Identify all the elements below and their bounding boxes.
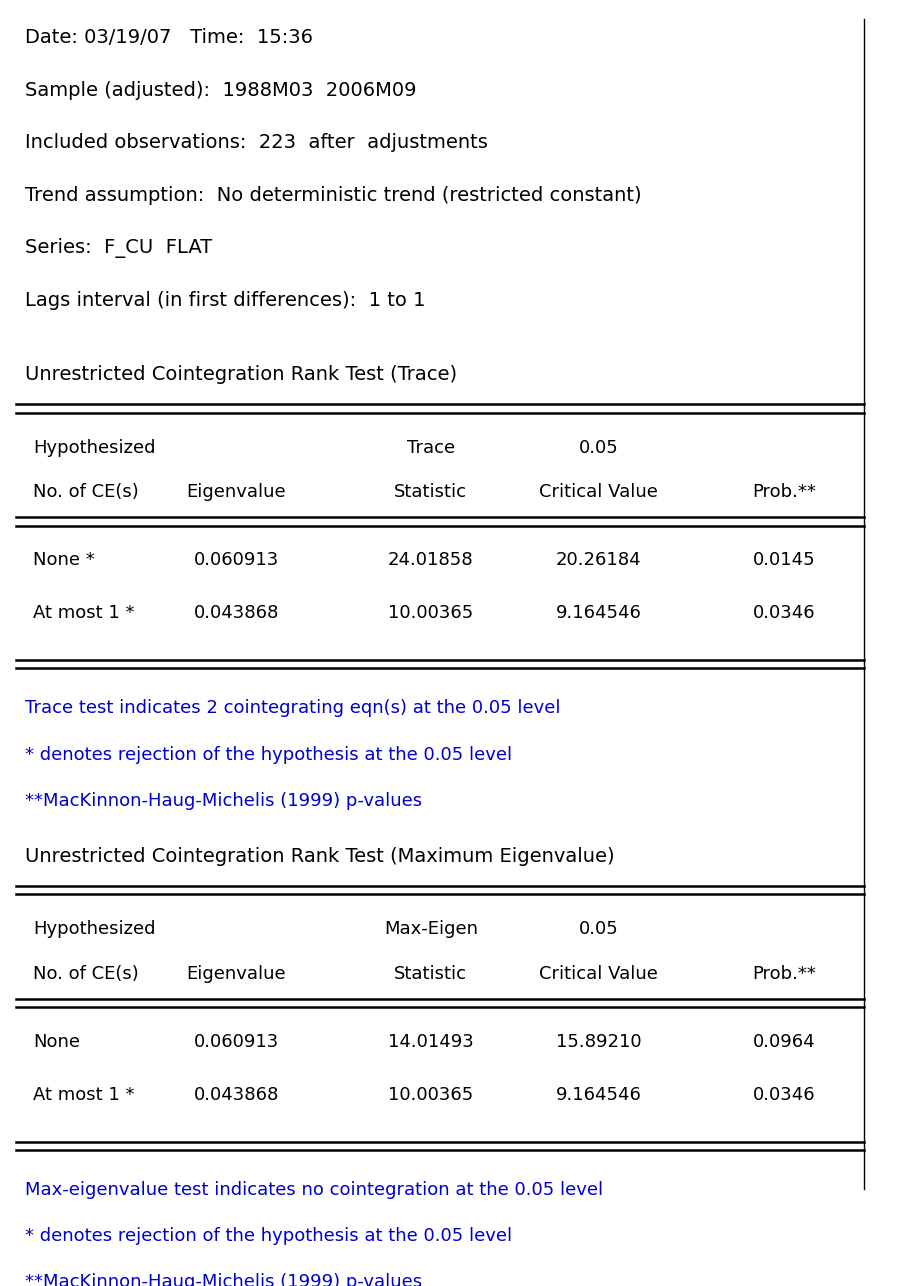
Text: 0.0346: 0.0346	[753, 604, 815, 622]
Text: 10.00365: 10.00365	[388, 1085, 474, 1103]
Text: Unrestricted Cointegration Rank Test (Maximum Eigenvalue): Unrestricted Cointegration Rank Test (Ma…	[24, 846, 614, 865]
Text: Trace test indicates 2 cointegrating eqn(s) at the 0.05 level: Trace test indicates 2 cointegrating eqn…	[24, 700, 560, 718]
Text: 9.164546: 9.164546	[555, 604, 641, 622]
Text: **MacKinnon-Haug-Michelis (1999) p-values: **MacKinnon-Haug-Michelis (1999) p-value…	[24, 1273, 422, 1286]
Text: * denotes rejection of the hypothesis at the 0.05 level: * denotes rejection of the hypothesis at…	[24, 1227, 511, 1245]
Text: Unrestricted Cointegration Rank Test (Trace): Unrestricted Cointegration Rank Test (Tr…	[24, 365, 457, 385]
Text: 10.00365: 10.00365	[388, 604, 474, 622]
Text: 0.0964: 0.0964	[753, 1033, 815, 1051]
Text: Lags interval (in first differences):  1 to 1: Lags interval (in first differences): 1 …	[24, 291, 425, 310]
Text: None *: None *	[33, 552, 95, 570]
Text: Statistic: Statistic	[395, 964, 467, 983]
Text: Trace: Trace	[406, 439, 455, 457]
Text: 14.01493: 14.01493	[388, 1033, 474, 1051]
Text: Max-Eigen: Max-Eigen	[384, 921, 478, 939]
Text: No. of CE(s): No. of CE(s)	[33, 964, 139, 983]
Text: No. of CE(s): No. of CE(s)	[33, 484, 139, 502]
Text: 0.05: 0.05	[579, 439, 619, 457]
Text: 0.043868: 0.043868	[194, 1085, 279, 1103]
Text: 0.060913: 0.060913	[194, 1033, 279, 1051]
Text: Hypothesized: Hypothesized	[33, 921, 156, 939]
Text: * denotes rejection of the hypothesis at the 0.05 level: * denotes rejection of the hypothesis at…	[24, 746, 511, 764]
Text: Max-eigenvalue test indicates no cointegration at the 0.05 level: Max-eigenvalue test indicates no cointeg…	[24, 1181, 603, 1199]
Text: At most 1 *: At most 1 *	[33, 1085, 135, 1103]
Text: **MacKinnon-Haug-Michelis (1999) p-values: **MacKinnon-Haug-Michelis (1999) p-value…	[24, 792, 422, 810]
Text: Statistic: Statistic	[395, 484, 467, 502]
Text: Prob.**: Prob.**	[753, 484, 816, 502]
Text: Eigenvalue: Eigenvalue	[187, 484, 286, 502]
Text: 0.060913: 0.060913	[194, 552, 279, 570]
Text: At most 1 *: At most 1 *	[33, 604, 135, 622]
Text: Trend assumption:  No deterministic trend (restricted constant): Trend assumption: No deterministic trend…	[24, 186, 641, 204]
Text: Date: 03/19/07   Time:  15:36: Date: 03/19/07 Time: 15:36	[24, 28, 313, 48]
Text: 15.89210: 15.89210	[556, 1033, 641, 1051]
Text: Prob.**: Prob.**	[753, 964, 816, 983]
Text: Included observations:  223  after  adjustments: Included observations: 223 after adjustm…	[24, 134, 487, 153]
Text: 0.0145: 0.0145	[753, 552, 815, 570]
Text: 24.01858: 24.01858	[388, 552, 474, 570]
Text: 9.164546: 9.164546	[555, 1085, 641, 1103]
Text: Eigenvalue: Eigenvalue	[187, 964, 286, 983]
Text: Series:  F_CU  FLAT: Series: F_CU FLAT	[24, 238, 212, 258]
Text: 0.043868: 0.043868	[194, 604, 279, 622]
Text: 0.05: 0.05	[579, 921, 619, 939]
Text: None: None	[33, 1033, 81, 1051]
Text: Sample (adjusted):  1988M03  2006M09: Sample (adjusted): 1988M03 2006M09	[24, 81, 416, 100]
Text: Critical Value: Critical Value	[539, 964, 658, 983]
Text: 0.0346: 0.0346	[753, 1085, 815, 1103]
Text: Hypothesized: Hypothesized	[33, 439, 156, 457]
Text: 20.26184: 20.26184	[556, 552, 641, 570]
Text: Critical Value: Critical Value	[539, 484, 658, 502]
